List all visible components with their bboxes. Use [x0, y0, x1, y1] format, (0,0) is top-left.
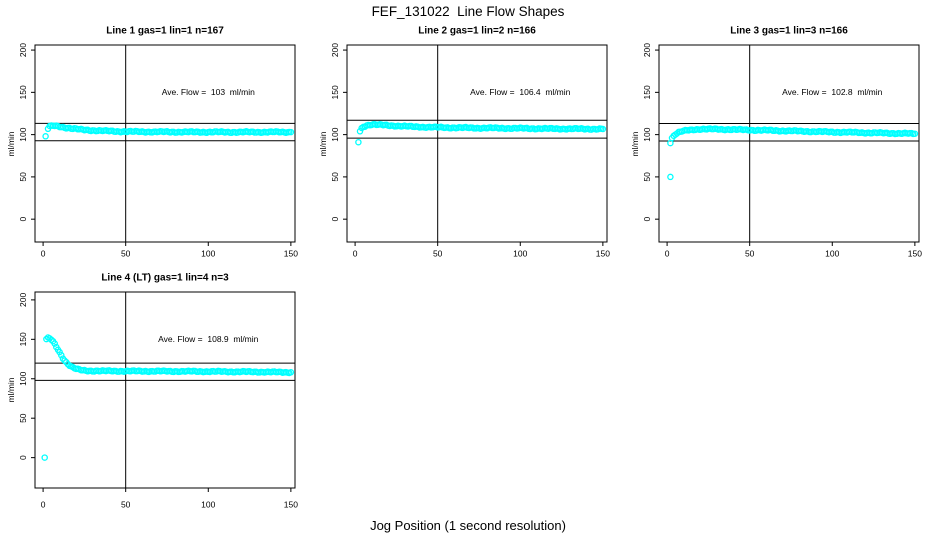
- subplot-3-title: Line 3 gas=1 lin=3 n=166: [730, 25, 848, 37]
- subplot-2-title: Line 2 gas=1 lin=2 n=166: [418, 25, 536, 37]
- x-tick-label: 50: [745, 248, 755, 258]
- y-tick-label: 200: [330, 43, 340, 57]
- y-tick-label: 50: [330, 172, 340, 182]
- y-tick-label: 200: [18, 293, 28, 307]
- y-tick-label: 0: [18, 217, 28, 222]
- subplot-2-y-axis-label: ml/min: [318, 130, 328, 157]
- subplot-4-points: [41, 334, 295, 461]
- subplot-4-plot: 0 50 100 150 0 50 100 150 200: [18, 291, 298, 509]
- subplot-1-title: Line 1 gas=1 lin=1 n=167: [106, 25, 224, 37]
- x-tick-label: 150: [284, 248, 298, 258]
- x-tick-label: 150: [908, 248, 922, 258]
- subplot-4-y-axis-label: ml/min: [6, 377, 16, 403]
- x-tick-label: 0: [665, 248, 670, 258]
- y-tick-label: 50: [642, 172, 652, 182]
- x-tick-label: 100: [201, 248, 215, 258]
- subplot-1-points: [42, 122, 295, 140]
- x-tick-label: 0: [41, 248, 46, 258]
- x-axis-label: Jog Position (1 second resolution): [370, 518, 566, 533]
- y-tick-label: 100: [18, 371, 28, 385]
- subplot-3-y-axis-label: ml/min: [630, 130, 640, 157]
- plot-box: [346, 44, 608, 243]
- plot-box: [34, 44, 296, 243]
- subplot-2-points: [355, 120, 607, 146]
- y-tick-label: 0: [18, 455, 28, 460]
- x-tick-label: 100: [513, 248, 527, 258]
- y-tick-label: 150: [642, 85, 652, 99]
- y-tick-label: 100: [642, 127, 652, 141]
- subplot-3-ave-flow-annotation: Ave. Flow = 102.8 ml/min: [782, 87, 883, 98]
- x-tick-label: 100: [201, 499, 215, 509]
- y-tick-label: 0: [330, 217, 340, 222]
- x-tick-label: 0: [41, 499, 46, 509]
- subplot-3-points: [667, 125, 919, 181]
- x-tick-label: 50: [121, 248, 131, 258]
- subplot-3-plot: 0 50 100 150 0 50 100 150 200: [642, 43, 922, 259]
- subplot-1-ave-flow-annotation: Ave. Flow = 103 ml/min: [161, 87, 255, 98]
- subplot-4-title: Line 4 (LT) gas=1 lin=4 n=3: [101, 272, 229, 284]
- y-tick-label: 50: [18, 172, 28, 182]
- y-tick-label: 150: [18, 85, 28, 99]
- y-tick-label: 150: [18, 332, 28, 346]
- x-tick-label: 150: [596, 248, 610, 258]
- y-tick-label: 150: [330, 85, 340, 99]
- y-tick-label: 100: [330, 127, 340, 141]
- x-tick-label: 0: [353, 248, 358, 258]
- y-tick-label: 50: [18, 413, 28, 423]
- subplot-1-plot: 0 50 100 150 0 50 100 150 200: [18, 43, 298, 259]
- y-tick-label: 0: [642, 217, 652, 222]
- x-tick-label: 50: [433, 248, 443, 258]
- x-tick-label: 50: [121, 499, 131, 509]
- y-tick-label: 200: [642, 43, 652, 57]
- subplot-2-ave-flow-annotation: Ave. Flow = 106.4 ml/min: [470, 87, 571, 98]
- subplot-1-y-axis-label: ml/min: [6, 130, 16, 157]
- y-tick-label: 100: [18, 127, 28, 141]
- y-tick-label: 200: [18, 43, 28, 57]
- plot-box: [34, 291, 296, 489]
- figure-title: FEF_131022 Line Flow Shapes: [371, 4, 565, 19]
- x-tick-label: 150: [284, 499, 298, 509]
- subplot-4-ave-flow-annotation: Ave. Flow = 108.9 ml/min: [158, 334, 259, 345]
- subplot-2-plot: 0 50 100 150 0 50 100 150 200: [330, 43, 610, 259]
- x-tick-label: 100: [825, 248, 839, 258]
- plot-box: [658, 44, 920, 243]
